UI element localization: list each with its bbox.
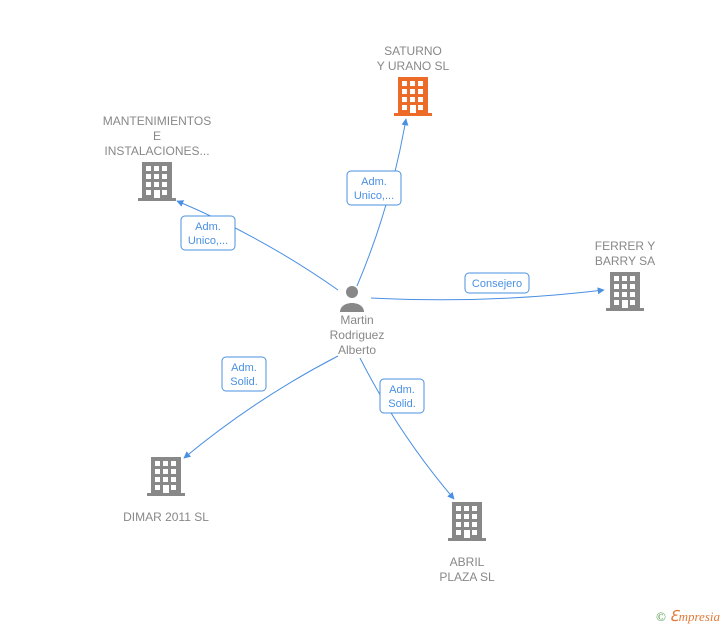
edge-label-abril: Adm. Solid. <box>380 379 424 413</box>
node-label-ferrer: FERRER Y <box>595 239 655 253</box>
svg-text:Adm.: Adm. <box>231 362 257 374</box>
svg-text:Solid.: Solid. <box>230 376 258 388</box>
svg-text:Unico,...: Unico,... <box>354 190 394 202</box>
center-label: Alberto <box>338 343 376 357</box>
center-label: Martin <box>340 313 373 327</box>
svg-text:Unico,...: Unico,... <box>188 235 228 247</box>
node-label-mant: INSTALACIONES... <box>104 144 209 158</box>
network-diagram: Adm. Unico,... Adm. Unico,... Consejero Adm. S… <box>0 0 728 630</box>
svg-text:Adm.: Adm. <box>195 221 221 233</box>
footer-credit: © ℇmpresia <box>656 607 720 626</box>
svg-text:Solid.: Solid. <box>388 398 416 410</box>
building-icon-ferrer <box>606 272 644 311</box>
edge-label-dimar: Adm. Solid. <box>222 357 266 391</box>
building-icon-dimar <box>147 457 185 496</box>
node-label-abril: PLAZA SL <box>439 570 495 584</box>
edge-label-mant: Adm. Unico,... <box>181 216 235 250</box>
node-label-mant: E <box>153 129 161 143</box>
svg-text:Adm.: Adm. <box>389 384 415 396</box>
brand-name: ℇmpresia <box>669 609 720 624</box>
svg-text:Consejero: Consejero <box>472 278 522 290</box>
building-icon-mant <box>138 162 176 201</box>
node-label-mant: MANTENIMIENTOS <box>103 114 211 128</box>
center-label: Rodriguez <box>330 328 385 342</box>
copyright-symbol: © <box>656 609 666 624</box>
person-icon <box>340 286 364 312</box>
node-label-abril: ABRIL <box>450 555 485 569</box>
node-label-saturno: Y URANO SL <box>377 59 450 73</box>
building-icon-saturno <box>394 77 432 116</box>
node-label-ferrer: BARRY SA <box>595 254 655 268</box>
edge-label-ferrer: Consejero <box>465 273 529 293</box>
svg-text:Adm.: Adm. <box>361 176 387 188</box>
node-label-dimar: DIMAR 2011 SL <box>123 510 209 524</box>
building-icon-abril <box>448 502 486 541</box>
node-label-saturno: SATURNO <box>384 44 442 58</box>
edge-label-saturno: Adm. Unico,... <box>347 171 401 205</box>
